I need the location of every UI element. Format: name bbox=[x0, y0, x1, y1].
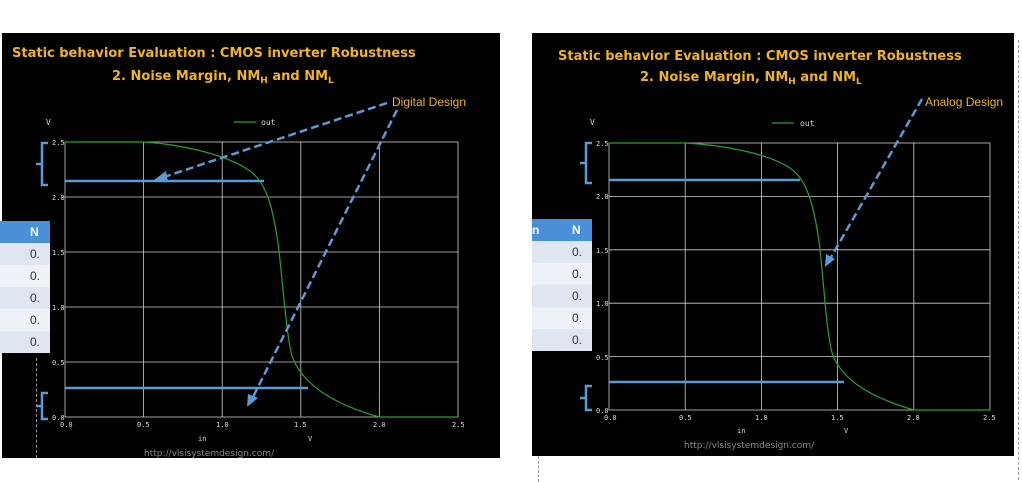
arrow-to-curve bbox=[828, 98, 924, 260]
x-axis-unit: V bbox=[308, 435, 313, 443]
slide-analog-design: Static behavior Evaluation : CMOS invert… bbox=[532, 33, 1014, 456]
y-tick: 0.0 bbox=[596, 407, 609, 415]
table-cell: 0. bbox=[26, 265, 50, 287]
slide-title-line2: 2. Noise Margin, NMH and NML bbox=[640, 70, 862, 87]
legend-label: out bbox=[800, 119, 815, 128]
table-cell: 0. bbox=[568, 307, 592, 329]
y-tick: 2.0 bbox=[596, 193, 609, 201]
table-cell: 0. bbox=[26, 309, 50, 331]
x-tick: 2.0 bbox=[907, 414, 920, 422]
nmh-bracket bbox=[36, 141, 48, 187]
table-header: n bbox=[532, 219, 568, 241]
x-tick: 1.0 bbox=[216, 421, 229, 429]
y-tick: 1.0 bbox=[596, 300, 609, 308]
arrow-head bbox=[154, 171, 168, 182]
annotation-label: Digital Design bbox=[392, 95, 466, 109]
table-cell: 0. bbox=[26, 243, 50, 265]
plot-grid bbox=[64, 141, 459, 418]
x-tick: 2.0 bbox=[373, 421, 386, 429]
dashed-edge bbox=[1018, 40, 1019, 480]
table-cell: 0. bbox=[568, 285, 592, 307]
arrow-head bbox=[825, 254, 835, 267]
table-cell: 0. bbox=[568, 329, 592, 351]
slide-title-line1: Static behavior Evaluation : CMOS invert… bbox=[558, 49, 962, 64]
nml-bracket bbox=[36, 391, 48, 421]
arrow-head bbox=[247, 394, 258, 407]
x-tick: 2.5 bbox=[452, 421, 465, 429]
y-tick: 1.5 bbox=[596, 247, 609, 255]
dashed-edge bbox=[36, 358, 37, 458]
y-tick: 2.0 bbox=[52, 194, 65, 202]
x-tick: 2.5 bbox=[983, 414, 996, 422]
y-tick: 1.5 bbox=[52, 249, 65, 257]
x-tick: 0.0 bbox=[60, 421, 73, 429]
legend-label: out bbox=[261, 118, 276, 127]
table-cell: 0. bbox=[26, 331, 50, 353]
overlay-table-left: N 0. 0. 0. 0. 0. bbox=[0, 221, 50, 353]
slide-digital-design: Static behavior Evaluation : CMOS invert… bbox=[2, 33, 500, 458]
source-url: http://vlsisystemdesign.com/ bbox=[144, 449, 275, 458]
y-axis-unit: V bbox=[46, 118, 51, 127]
y-tick: 2.5 bbox=[596, 140, 609, 148]
table-cell: 0. bbox=[568, 263, 592, 285]
slide-title-line2: 2. Noise Margin, NMH and NML bbox=[112, 69, 334, 86]
vtc-curve bbox=[609, 142, 990, 411]
x-tick: 0.0 bbox=[604, 414, 617, 422]
plot-grid bbox=[608, 142, 991, 411]
x-tick: 0.5 bbox=[679, 414, 692, 422]
y-tick: 0.5 bbox=[52, 359, 65, 367]
nmh-bracket bbox=[580, 141, 592, 185]
dashed-edge bbox=[538, 456, 539, 482]
table-header: N bbox=[26, 221, 50, 243]
x-tick: 1.0 bbox=[755, 414, 768, 422]
slide-title-line1: Static behavior Evaluation : CMOS invert… bbox=[12, 46, 416, 61]
noise-margin-plot: V out 0.0 0.5 1.0 1.5 2.0 2.5 2.5 2.0 1.… bbox=[580, 95, 1003, 435]
table-cell: 0. bbox=[568, 241, 592, 263]
annotation-label: Analog Design bbox=[925, 95, 1003, 109]
table-cell: 0. bbox=[26, 287, 50, 309]
x-axis-name: in bbox=[198, 435, 206, 443]
table-header: N bbox=[568, 219, 592, 241]
x-tick: 0.5 bbox=[137, 421, 150, 429]
x-axis-unit: V bbox=[844, 427, 849, 435]
vtc-curve bbox=[65, 141, 458, 418]
nml-bracket bbox=[580, 384, 592, 412]
y-tick: 2.5 bbox=[52, 139, 65, 147]
y-tick: 0.5 bbox=[596, 354, 609, 362]
x-tick: 1.5 bbox=[831, 414, 844, 422]
source-url: http://vlsisystemdesign.com/ bbox=[684, 441, 815, 451]
arrow-to-vol bbox=[250, 109, 399, 400]
y-tick: 1.0 bbox=[52, 304, 65, 312]
x-tick: 1.5 bbox=[294, 421, 307, 429]
arrow-to-voh bbox=[163, 101, 388, 179]
y-axis-unit: V bbox=[590, 118, 595, 127]
y-tick: 0.0 bbox=[52, 414, 65, 422]
x-axis-name: in bbox=[737, 427, 745, 435]
noise-margin-plot: V out 0.0 0.5 1.0 1.5 2.0 2.5 2.5 2.0 1.… bbox=[36, 95, 466, 443]
